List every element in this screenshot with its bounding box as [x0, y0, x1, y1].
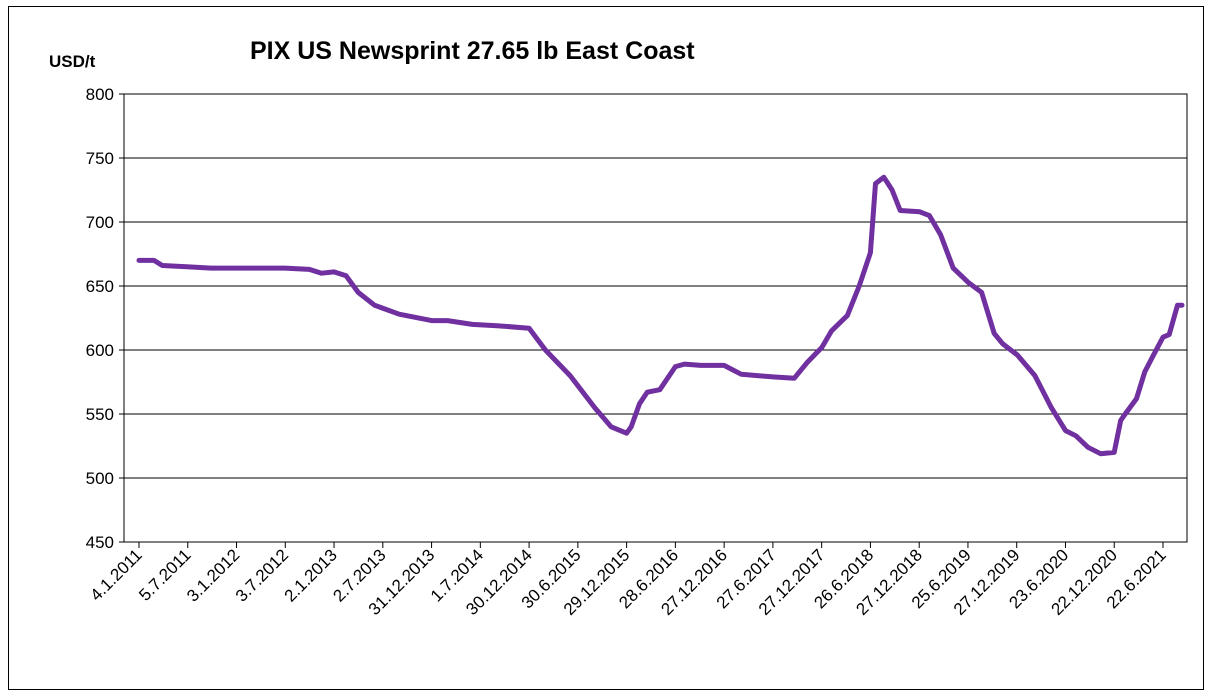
y-tick-label: 700 [86, 213, 114, 232]
series-line [136, 174, 1185, 457]
x-tick-label: 4.1.2011 [86, 545, 145, 604]
y-tick-label: 450 [86, 533, 114, 552]
y-tick-label: 600 [86, 341, 114, 360]
y-tick-label: 500 [86, 469, 114, 488]
y-tick-label: 550 [86, 405, 114, 424]
plot-area [123, 93, 1188, 543]
y-tick-label: 750 [86, 149, 114, 168]
y-axis-unit: USD/t [49, 52, 96, 71]
chart-frame: PIX US Newsprint 27.65 lb East Coast USD… [8, 6, 1204, 690]
x-tick-label: 3.7.2012 [232, 545, 292, 605]
y-tick-label: 650 [86, 277, 114, 296]
x-axis-ticks: 4.1.20115.7.20113.1.20123.7.20122.1.2013… [86, 542, 1170, 619]
gridlines [124, 157, 1187, 479]
line-chart: PIX US Newsprint 27.65 lb East Coast USD… [49, 37, 1188, 619]
x-tick-label: 3.1.2012 [183, 545, 243, 605]
x-tick-label: 2.1.2013 [281, 545, 341, 605]
chart-title: PIX US Newsprint 27.65 lb East Coast [250, 37, 695, 65]
y-axis-ticks: 450 500 550 600 650 700 750 800 [86, 85, 124, 552]
y-tick-label: 800 [86, 85, 114, 104]
